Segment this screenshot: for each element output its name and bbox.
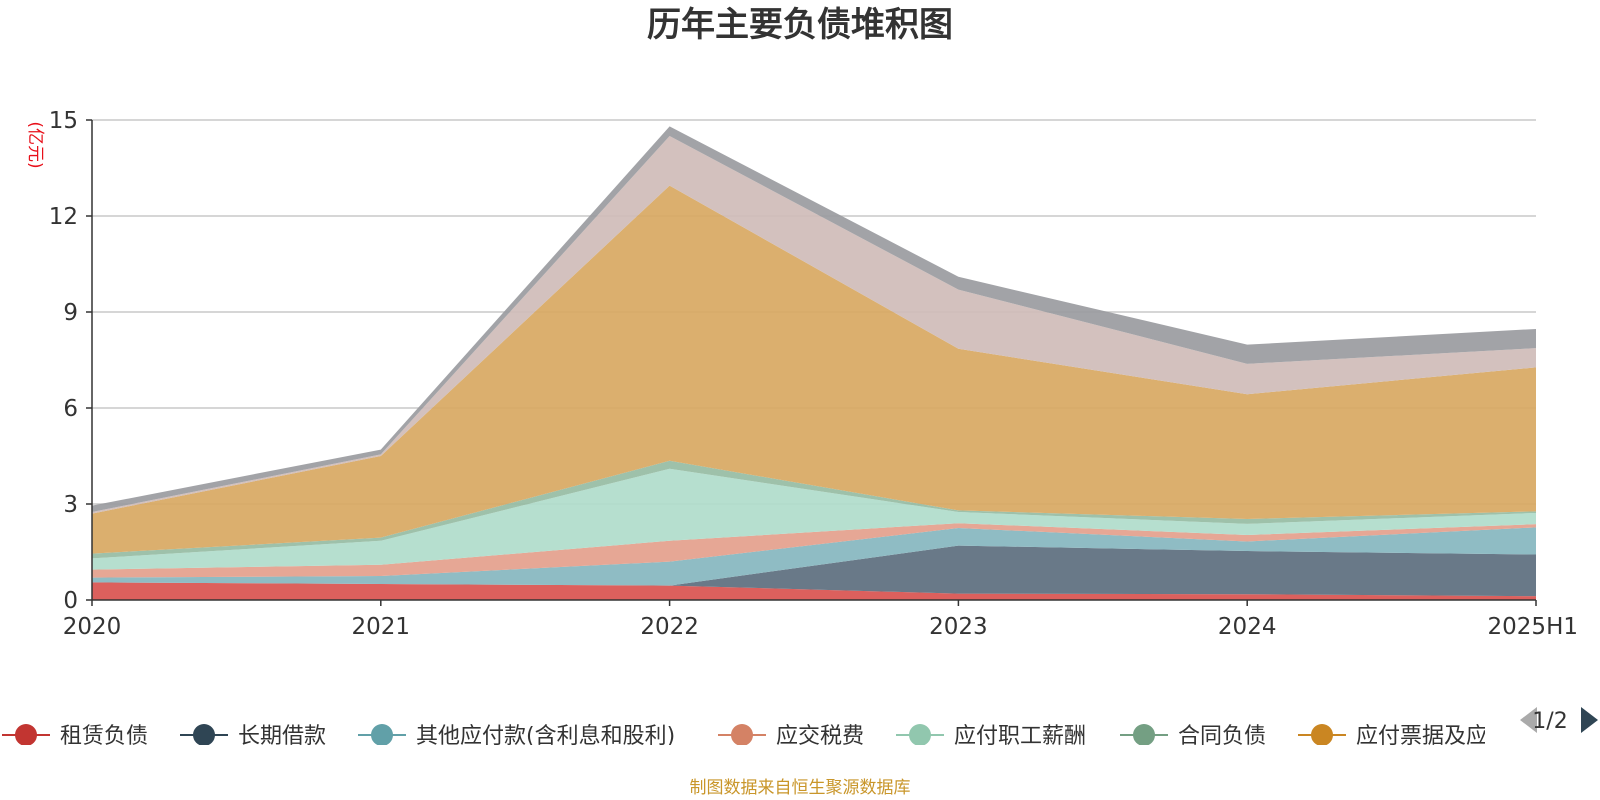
legend-item[interactable]: 其他应付款(含利息和股利) [358, 724, 675, 749]
area-series-group [92, 126, 1536, 600]
legend-label: 租赁负债 [60, 724, 148, 749]
legend-circle-icon [1311, 724, 1333, 745]
legend-label: 合同负债 [1178, 724, 1266, 749]
x-axis-ticks: 2020 2021 2022 2023 2024 2025H1 [63, 600, 1578, 640]
legend-label: 应交税费 [776, 724, 864, 749]
area-series-1 [92, 545, 1536, 597]
legend-item[interactable]: 合同负债 [1120, 724, 1266, 749]
x-tick-label: 2023 [929, 614, 988, 640]
y-tick-label: 12 [49, 204, 78, 230]
legend-circle-icon [909, 724, 931, 745]
legend-label: 应付职工薪酬 [954, 724, 1086, 749]
legend-label: 其他应付款(含利息和股利) [416, 724, 675, 749]
y-tick-label: 9 [63, 300, 78, 326]
x-tick-label: 2024 [1218, 614, 1277, 640]
x-tick-label: 2022 [640, 614, 699, 640]
y-axis-unit-label: (亿元) [25, 121, 45, 168]
legend-next-icon[interactable] [1581, 707, 1598, 733]
area-series-6 [92, 185, 1536, 554]
legend-label: 长期借款 [238, 724, 326, 749]
x-tick-label: 2020 [63, 614, 122, 640]
legend-circle-icon [371, 724, 393, 745]
area-series-5 [92, 460, 1536, 559]
legend-circle-icon [193, 724, 215, 745]
legend-circle-icon [731, 724, 753, 745]
legend-item[interactable]: 应付职工薪酬 [896, 724, 1086, 749]
legend: 租赁负债 长期借款 其他应付款(含利息和股利) 应交税费 应付职工薪酬 合同负债 应付票据及… [2, 724, 1554, 749]
legend-item[interactable]: 租赁负债 [2, 724, 148, 749]
legend-label: 应付票据及应付账款 [1356, 724, 1554, 749]
area-series-0 [92, 582, 1536, 600]
y-tick-label: 6 [63, 396, 78, 422]
legend-pager: 1/2 [1520, 707, 1598, 734]
y-axis-ticks: 0 3 6 9 12 15 [49, 108, 92, 614]
legend-item[interactable]: 应付票据及应付账款 [1298, 724, 1554, 749]
legend-item[interactable]: 应交税费 [718, 724, 864, 749]
axes [91, 120, 1536, 601]
area-series-2 [92, 527, 1536, 586]
area-series-4 [92, 468, 1536, 570]
x-tick-label: 2025H1 [1488, 614, 1578, 640]
legend-page-indicator: 1/2 [1532, 709, 1567, 734]
legend-circle-icon [1133, 724, 1155, 745]
legend-prev-icon[interactable] [1520, 707, 1537, 733]
area-series-3 [92, 523, 1536, 578]
x-tick-label: 2021 [352, 614, 411, 640]
chart-title: 历年主要负债堆积图 [647, 5, 953, 45]
y-tick-label: 3 [63, 492, 78, 518]
legend-circle-icon [15, 724, 37, 745]
area-series-8 [92, 126, 1536, 513]
legend-item[interactable]: 长期借款 [180, 724, 326, 749]
data-source-note: 制图数据来自恒生聚源数据库 [690, 778, 911, 798]
y-tick-label: 15 [49, 108, 78, 134]
legend-items: 租赁负债 长期借款 其他应付款(含利息和股利) 应交税费 应付职工薪酬 合同负债 应付票据及… [2, 724, 1554, 749]
y-tick-label: 0 [63, 588, 78, 614]
